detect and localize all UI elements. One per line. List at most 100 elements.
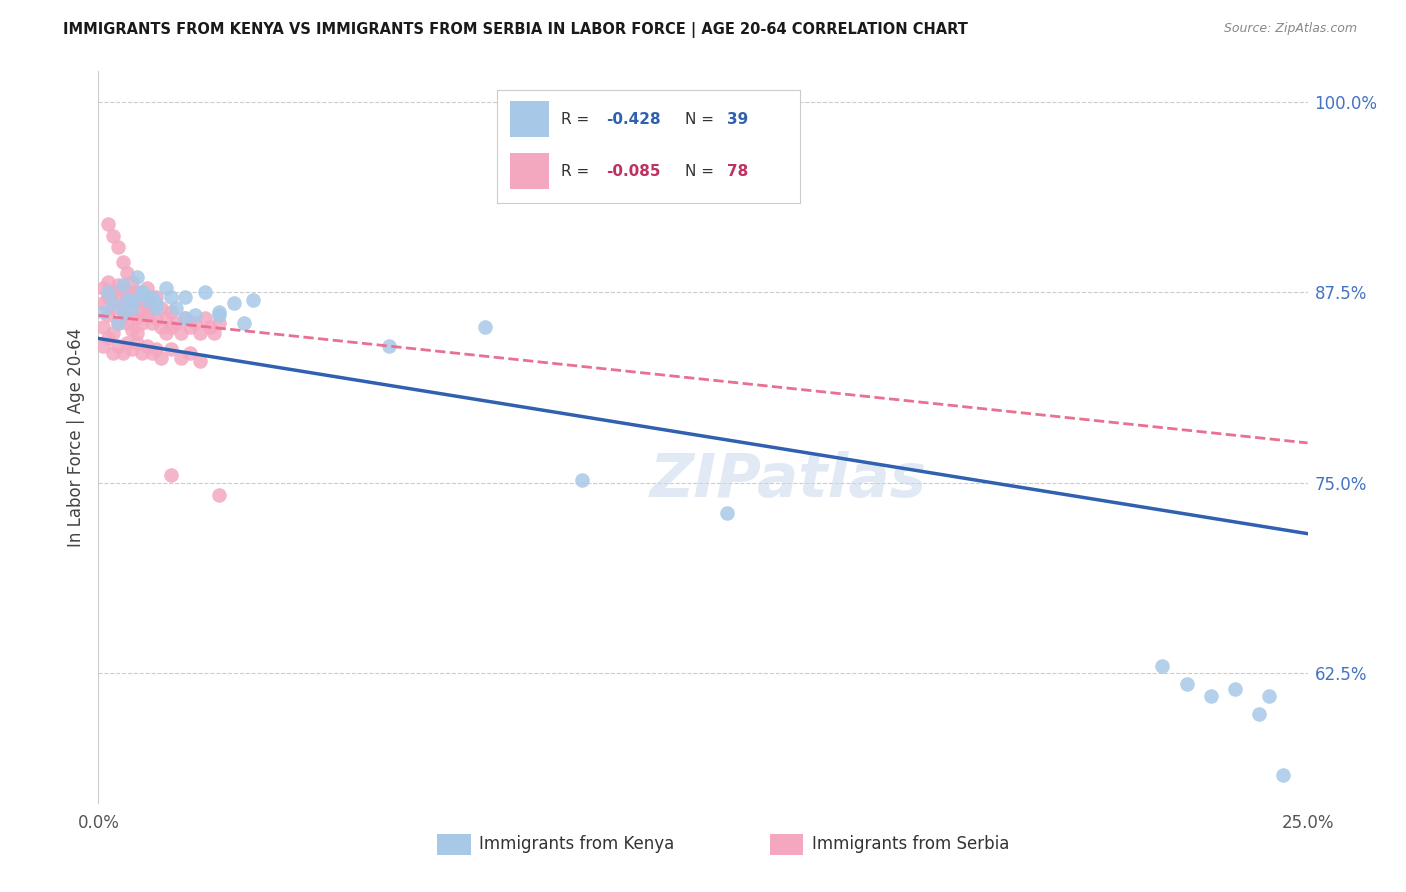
Point [145,342,167,356]
Point [121,323,143,337]
Point [91,305,114,319]
Point [121,305,143,319]
Point [117,335,139,350]
Point [208,305,231,319]
Point [160,320,183,334]
Point [101,296,124,310]
Point [107,293,129,307]
Point [141,346,163,360]
Point [174,311,197,326]
Point [474,320,496,334]
Point [111,277,134,292]
Point [97,290,120,304]
Point [121,301,143,315]
Point [145,290,167,304]
Point [208,308,231,322]
Point [179,346,201,360]
Point [194,311,217,326]
Point [101,301,124,315]
Point [101,326,124,341]
Point [97,285,120,300]
Point [160,290,183,304]
Point [97,331,120,345]
Point [121,275,143,289]
Point [135,301,157,315]
Point [141,301,163,315]
Point [169,351,191,365]
Point [131,293,153,307]
Point [117,293,139,307]
Point [111,281,134,295]
Point [107,239,129,253]
Point [150,301,173,315]
Point [135,339,157,353]
Point [121,285,143,300]
Point [135,296,157,310]
Point [135,293,157,307]
Point [155,326,177,341]
Point [184,308,207,322]
Point [127,311,149,326]
Point [97,308,120,322]
Point [127,326,149,341]
Point [188,354,211,368]
Point [1272,768,1295,782]
Point [101,285,124,300]
Point [117,316,139,330]
Point [204,326,226,341]
Point [131,290,153,304]
Point [1223,681,1246,696]
Point [242,293,264,307]
Point [145,311,167,326]
FancyBboxPatch shape [437,833,471,855]
Point [135,281,157,295]
Point [145,296,167,310]
Point [222,296,245,310]
Point [184,316,207,330]
Point [111,255,134,269]
Point [117,296,139,310]
Point [160,468,183,483]
Y-axis label: In Labor Force | Age 20-64: In Labor Force | Age 20-64 [66,327,84,547]
Point [377,339,399,353]
Point [91,296,114,310]
Point [127,335,149,350]
Point [194,285,217,300]
Point [155,281,177,295]
Text: IMMIGRANTS FROM KENYA VS IMMIGRANTS FROM SERBIA IN LABOR FORCE | AGE 20-64 CORRE: IMMIGRANTS FROM KENYA VS IMMIGRANTS FROM… [63,22,969,38]
Point [91,281,114,295]
Point [208,488,231,502]
Point [208,316,231,330]
Point [1257,689,1279,703]
FancyBboxPatch shape [769,833,803,855]
Point [97,217,120,231]
Point [111,305,134,319]
Point [131,285,153,300]
Text: Source: ZipAtlas.com: Source: ZipAtlas.com [1223,22,1357,36]
Point [97,275,120,289]
Point [1249,707,1271,722]
Point [111,346,134,360]
Point [131,285,153,300]
Point [155,311,177,326]
Point [198,320,221,334]
Point [107,316,129,330]
Point [127,293,149,307]
Point [117,266,139,280]
Point [174,290,197,304]
Point [1175,677,1198,691]
Point [127,270,149,285]
Point [160,342,183,356]
Point [91,320,114,334]
Point [107,316,129,330]
Point [150,320,173,334]
Point [716,506,738,520]
Point [131,316,153,330]
Point [111,311,134,326]
Point [150,351,173,365]
Point [141,316,163,330]
Point [179,320,201,334]
Point [131,346,153,360]
Point [169,326,191,341]
Point [1199,689,1222,703]
